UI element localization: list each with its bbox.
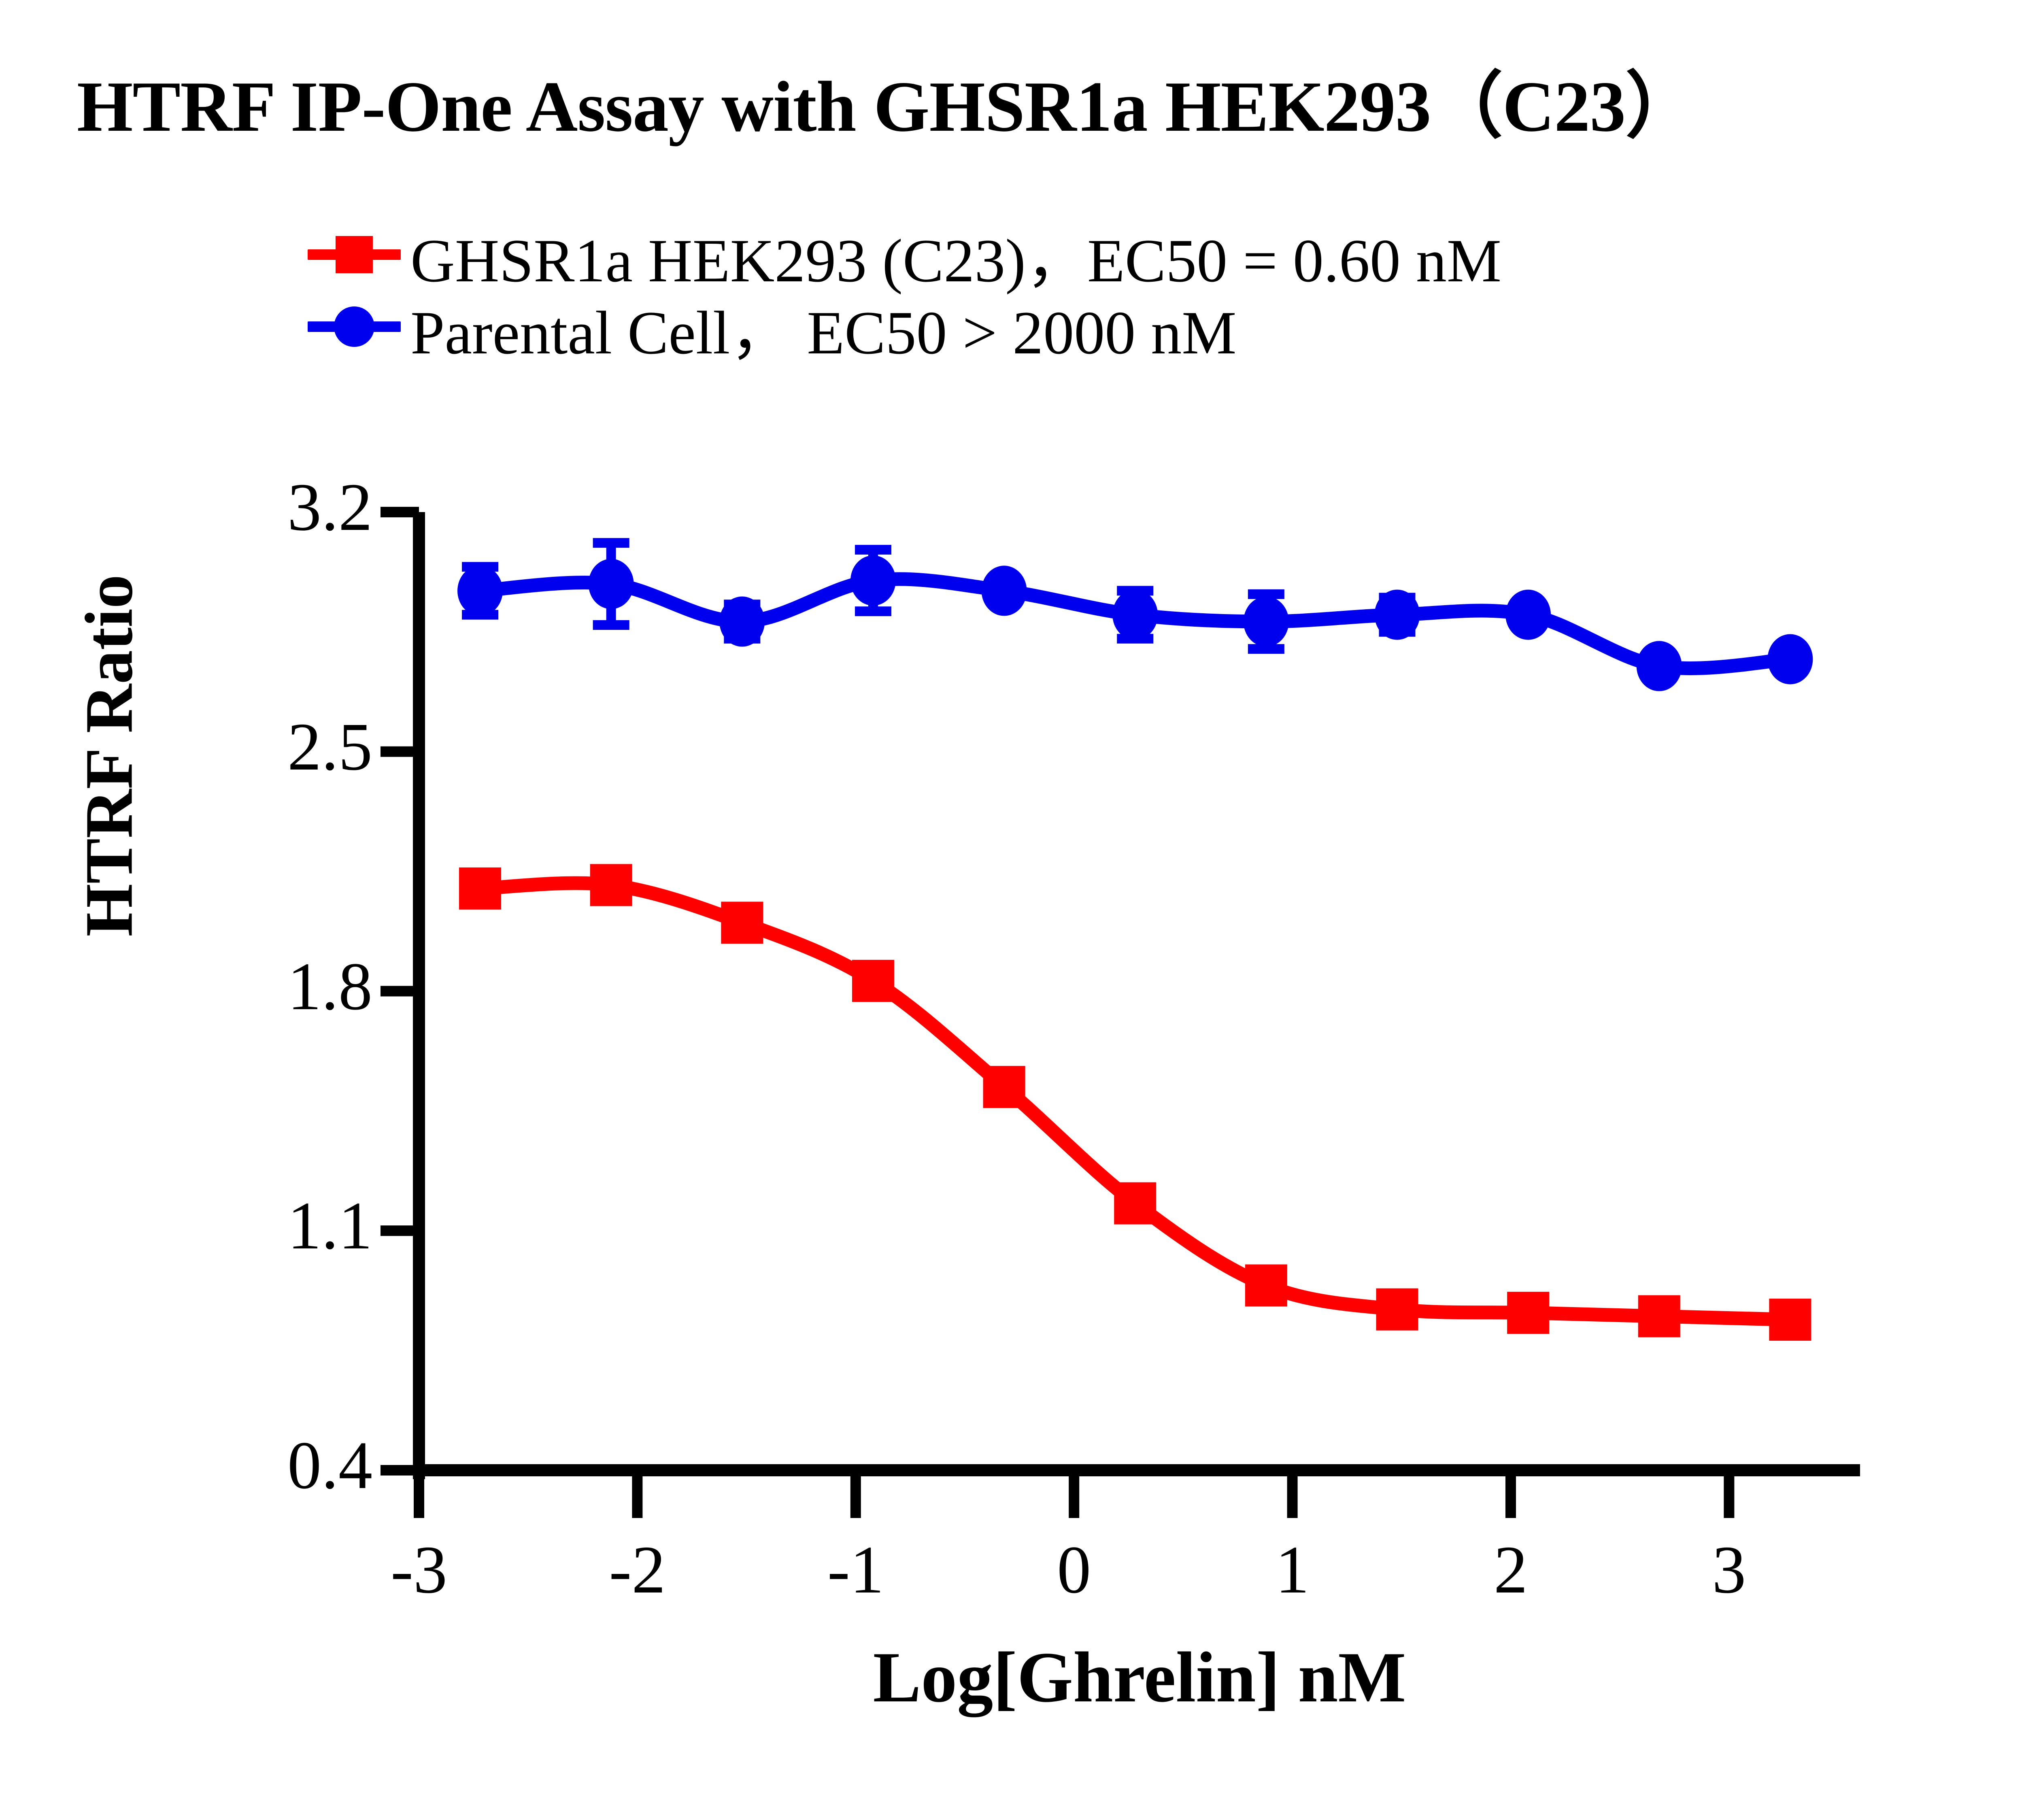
data-point-square bbox=[1507, 1292, 1550, 1334]
data-point-square bbox=[1376, 1288, 1418, 1331]
data-point-circle bbox=[1374, 589, 1420, 640]
x-tick-label: 3 bbox=[1712, 1532, 1746, 1607]
y-tick-label: 0.4 bbox=[287, 1428, 372, 1503]
data-point-circle bbox=[1505, 589, 1551, 640]
data-point-square bbox=[1114, 1182, 1157, 1225]
x-tick-label: 0 bbox=[1057, 1532, 1091, 1607]
y-tick-label: 1.8 bbox=[287, 948, 372, 1024]
legend-item-ghsr1a: GHSR1a HEK293 (C23)，EC50 = 0.60 nM bbox=[308, 219, 1501, 295]
data-point-circle bbox=[1767, 634, 1813, 685]
x-tick-label: 1 bbox=[1275, 1532, 1310, 1607]
data-point-circle bbox=[1112, 589, 1158, 640]
data-point-square bbox=[983, 1066, 1025, 1108]
data-point-square bbox=[721, 901, 763, 944]
data-point-circle bbox=[850, 555, 896, 606]
data-point-square bbox=[1245, 1264, 1287, 1307]
data-point-circle bbox=[1636, 641, 1682, 691]
x-tick-label: -2 bbox=[609, 1532, 666, 1607]
legend-item-parental: Parental Cell， EC50 > 2000 nM bbox=[308, 291, 1501, 367]
data-point-circle bbox=[719, 596, 765, 647]
data-point-circle bbox=[588, 559, 634, 609]
legend-marker-square bbox=[308, 230, 401, 279]
series-line-ghsr1a bbox=[473, 876, 1797, 1327]
y-tick-label: 3.2 bbox=[287, 470, 372, 545]
data-point-circle bbox=[457, 566, 503, 616]
data-point-square bbox=[1638, 1295, 1680, 1337]
chart-title: HTRF IP-One Assay with GHSR1a HEK293（C23… bbox=[77, 66, 1697, 147]
x-tick-label: -1 bbox=[827, 1532, 884, 1607]
data-point-square bbox=[852, 960, 894, 1002]
legend-marker-circle bbox=[308, 302, 401, 351]
legend-label-parental: Parental Cell， EC50 > 2000 nM bbox=[410, 299, 1237, 367]
data-point-square bbox=[459, 867, 502, 910]
chart-legend: GHSR1a HEK293 (C23)，EC50 = 0.60 nM Paren… bbox=[308, 219, 1501, 367]
data-point-circle bbox=[981, 566, 1027, 616]
data-point-square bbox=[590, 864, 632, 906]
data-point-circle bbox=[1243, 596, 1289, 647]
x-tick-label: 2 bbox=[1493, 1532, 1528, 1607]
x-axis-title: Log[Ghrelin] nM bbox=[873, 1637, 1406, 1717]
legend-label-ghsr1a: GHSR1a HEK293 (C23)，EC50 = 0.60 nM bbox=[410, 227, 1502, 295]
y-tick-label: 1.1 bbox=[287, 1188, 372, 1264]
data-point-square bbox=[1769, 1299, 1811, 1341]
x-tick-label: -3 bbox=[391, 1532, 447, 1607]
y-tick-label: 2.5 bbox=[287, 709, 372, 785]
